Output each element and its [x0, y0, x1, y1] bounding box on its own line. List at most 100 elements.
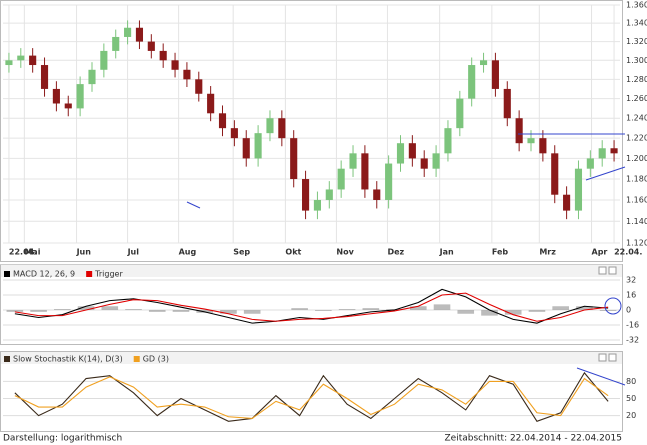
histogram-bar: [125, 309, 142, 310]
candle-body: [159, 50, 167, 61]
x-tick-label: Jan: [439, 248, 454, 257]
candle-body: [503, 88, 511, 119]
candle-body: [112, 36, 120, 51]
candle-body: [432, 153, 440, 169]
y-tick-label: 80: [626, 377, 636, 386]
histogram-bar: [552, 306, 569, 310]
x-tick-label: Feb: [492, 248, 509, 257]
candle-body: [207, 93, 215, 114]
candle-body: [183, 69, 191, 80]
histogram-bar: [315, 310, 332, 311]
stoch-frame: [0, 351, 623, 432]
y-tick-label: -16: [626, 321, 639, 330]
candle-body: [456, 98, 464, 129]
candle-body: [230, 128, 238, 139]
button[interactable]: [608, 353, 617, 362]
candle-body: [290, 138, 298, 180]
y-tick-label: 1.160: [626, 195, 647, 204]
y-tick-label: 1.240: [626, 114, 647, 123]
x-tick-label: Sep: [233, 248, 250, 257]
candle-body: [408, 143, 416, 159]
candle-body: [302, 179, 310, 211]
y-tick-label: 1.320: [626, 37, 647, 46]
histogram-bar: [291, 308, 308, 310]
histogram-bar: [77, 306, 95, 310]
candle-body: [88, 69, 96, 85]
histogram-bar: [220, 310, 237, 314]
y-tick-label: 1.140: [626, 217, 647, 226]
candle-body: [266, 118, 274, 134]
legend-label: GD (3): [143, 355, 169, 364]
button[interactable]: [598, 353, 607, 362]
candle-body: [515, 118, 523, 144]
candle-body: [420, 158, 428, 169]
candle-body: [64, 103, 72, 109]
candle-body: [373, 189, 381, 200]
histogram-bar: [172, 310, 190, 312]
candle-body: [135, 27, 144, 42]
y-tick-label: 1.200: [626, 154, 647, 163]
candle-body: [124, 27, 132, 37]
x-tick-label: Dez: [387, 248, 404, 257]
histogram-bar: [30, 310, 47, 312]
button[interactable]: [608, 266, 617, 275]
candle-body: [574, 168, 583, 211]
histogram-bar: [433, 304, 451, 310]
histogram-bar: [148, 310, 166, 312]
legend-label: MACD 12, 26, 9: [13, 270, 75, 279]
histogram-bar: [6, 310, 24, 312]
x-tick-label: Jul: [127, 248, 140, 257]
histogram-bar: [338, 309, 356, 310]
candle-body: [242, 138, 250, 159]
y-tick-label: 50: [626, 394, 636, 403]
x-tick-label: Nov: [336, 248, 354, 257]
y-tick-label: 1.120: [626, 239, 647, 248]
y-tick-label: -32: [626, 336, 639, 345]
macd-header: [1, 265, 622, 277]
x-tick-label: 22.04.: [9, 248, 37, 257]
histogram-bar: [409, 306, 427, 310]
candle-body: [468, 65, 476, 99]
legend-label: Slow Stochastik K(14), D(3): [13, 355, 123, 364]
candle-body: [349, 153, 357, 169]
y-tick-label: 20: [626, 411, 636, 420]
button[interactable]: [598, 266, 607, 275]
candle-body: [491, 60, 499, 89]
candle-body: [385, 163, 393, 200]
x-tick-label: 22.04.: [614, 248, 642, 257]
legend-swatch: [4, 356, 10, 362]
footer-right: Zeitabschnitt: 22.04.2014 - 22.04.2015: [445, 434, 623, 444]
candle-body: [171, 60, 179, 70]
candle-body: [218, 113, 227, 129]
histogram-bar: [101, 306, 119, 310]
candle-body: [598, 148, 606, 159]
y-tick-label: 1.260: [626, 94, 647, 103]
histogram-bar: [362, 308, 380, 310]
y-tick-label: 1.340: [626, 19, 647, 28]
candle-body: [551, 153, 559, 195]
candle-body: [254, 133, 262, 159]
x-tick-label: Jun: [76, 248, 92, 257]
trend-line: [186, 201, 201, 209]
candle-body: [337, 168, 345, 190]
histogram-bar: [576, 306, 593, 310]
series-line: [14, 376, 609, 420]
panel-buttons[interactable]: [598, 266, 617, 362]
candle-body: [195, 79, 203, 94]
x-tick-label: Mai: [24, 248, 40, 257]
candle-body: [100, 50, 108, 70]
histogram-bar: [54, 309, 71, 310]
histogram-bar: [457, 310, 475, 314]
y-tick-label: 32: [626, 276, 636, 285]
candle-body: [586, 158, 594, 169]
stoch-header: [1, 352, 622, 364]
main-frame: [0, 0, 623, 262]
histogram-bar: [504, 310, 522, 315]
series-line: [14, 292, 609, 322]
histogram-bar: [243, 310, 261, 314]
candle-body: [52, 88, 60, 104]
histogram-bar: [528, 310, 546, 312]
candle-body: [147, 41, 155, 51]
trend-line: [576, 367, 626, 386]
candle-body: [17, 55, 25, 61]
